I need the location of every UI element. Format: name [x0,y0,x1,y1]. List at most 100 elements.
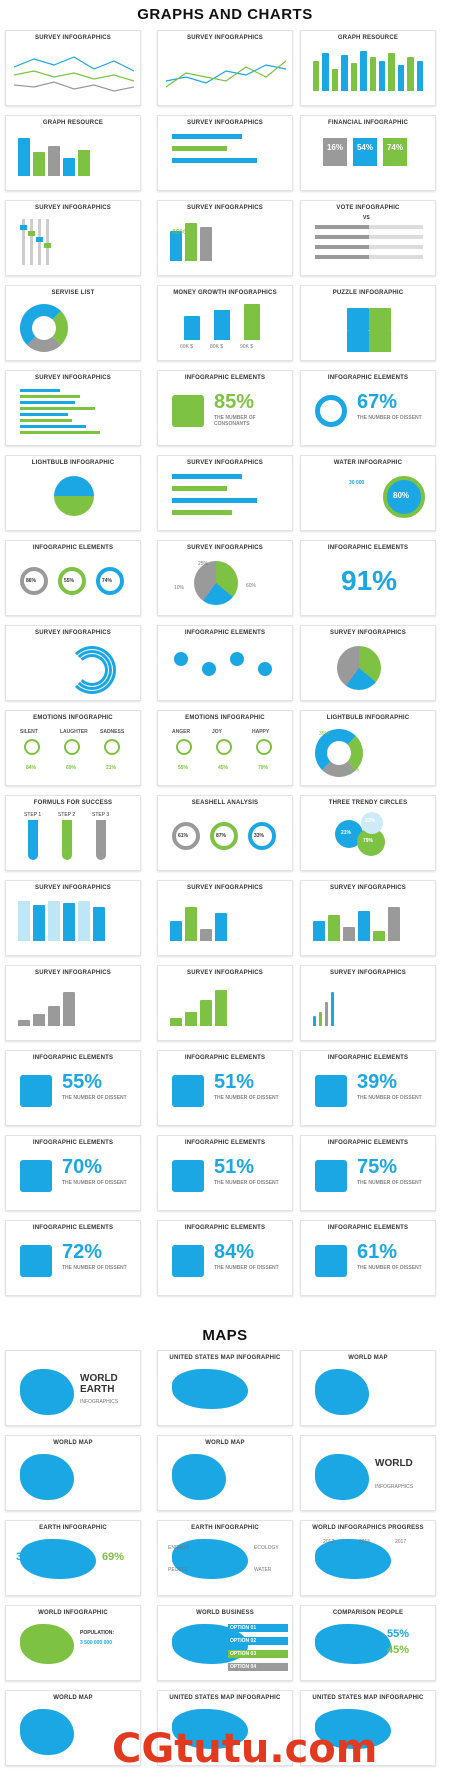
map-shape [315,1369,369,1415]
pie-value: 25% [198,561,209,567]
bar [48,146,60,176]
emotion-face [176,739,192,755]
bar [343,927,355,941]
coin-label: 60K $ [180,344,194,350]
infographic-card: SURVEY INFOGRAPHICS [5,30,141,106]
bar-group [18,982,128,1026]
horizontal-bar [172,146,227,151]
emotion-value: 69% [66,765,77,771]
card-title: PUZZLE INFOGRAPHIC [332,290,404,296]
card-title: LIGHTBULB INFOGRAPHIC [326,715,410,721]
horizontal-bar [172,134,242,139]
stat-row: 16% 54% 74% [323,138,407,166]
map-shape [172,1539,248,1579]
test-tube [62,820,72,860]
card-title: INFOGRAPHIC ELEMENTS [184,1055,266,1061]
infographic-card: WORLD INFOGRAPHIC POPULATION: 3 500 000 00… [5,1605,141,1681]
infographic-card: INFOGRAPHIC ELEMENTS 39% THE NUMBER OF DIS… [300,1050,436,1126]
year-label: 2015 [359,1539,371,1545]
infographic-card: WORLD INFOGRAPHICS PROGRESS 2013 2015 2017 [300,1520,436,1596]
series-line [14,81,134,92]
map-headline: WORLD EARTH [80,1373,118,1395]
map-shape [172,1369,248,1409]
card-title: EMOTIONS INFOGRAPHIC [33,715,113,721]
infographic-card: SURVEY INFOGRAPHICS 60% [157,200,293,276]
card-title: SURVEY INFOGRAPHICS [35,35,111,41]
infographic-card: PUZZLE INFOGRAPHIC [300,285,436,361]
bar-group [313,47,424,91]
horizontal-bar [20,395,80,398]
bulb-shape [54,476,94,516]
bar [313,1016,316,1026]
emotion-label: SILENT [20,729,38,735]
infographic-card: SURVEY INFOGRAPHICS [300,965,436,1041]
emotion-face [104,739,120,755]
map-shape [315,1709,391,1749]
fuel-icon [20,1160,52,1192]
bar [360,51,367,91]
vote-bar [315,235,423,239]
pie-chart [194,561,238,605]
percent-value: 51% [214,1156,255,1178]
infographic-card: WORLD INFOGRAPHICS [300,1435,436,1511]
bar [319,1012,322,1026]
percent-value: 55% [62,1071,103,1093]
map-shape [315,1539,391,1579]
infographic-card: INFOGRAPHIC ELEMENTS 51% THE NUMBER OF DIS… [157,1135,293,1211]
puzzle-piece [347,308,369,330]
option-tag: OPTION 03 [228,1650,288,1658]
watermark-logo: CGtutu.com [112,1726,378,1772]
infographic-card: SURVEY INFOGRAPHICS [5,880,141,956]
card-title: INFOGRAPHIC ELEMENTS [184,1140,266,1146]
map-shape [315,1454,369,1500]
bar [63,992,75,1026]
year-label: 2013 [323,1539,335,1545]
infographic-card: LIGHTBULB INFOGRAPHIC [5,455,141,531]
emotion-label: SADNESS [100,729,125,735]
infographic-card: SURVEY INFOGRAPHICS [5,625,141,701]
circle-value: 21% [341,830,352,836]
water-ring [383,476,425,518]
bar [378,61,386,91]
checkmark-icon [172,395,204,427]
bar [313,921,325,941]
emotion-face [24,739,40,755]
flask-icon [172,1075,204,1107]
bar-group [313,897,423,941]
slider-knob [20,225,27,230]
map-shape [20,1539,96,1579]
card-title: LIGHTBULB INFOGRAPHIC [31,460,115,466]
infographic-card: WORLD EARTH INFOGRAPHICS [5,1350,141,1426]
slider-knob [36,237,43,242]
card-title: WORLD BUSINESS [196,1610,254,1616]
infographic-card: WORLD BUSINESS OPTION 01 OPTION 02 OPTION 0… [157,1605,293,1681]
infographic-card: VOTE INFOGRAPHIC VS [300,200,436,276]
bar [369,57,376,91]
bar [200,1000,212,1026]
card-title: COMPARISON PEOPLE [332,1610,404,1616]
percent-caption: THE NUMBER OF DISSENT [357,1180,422,1186]
bar [33,152,45,176]
infographic-card: INFOGRAPHIC ELEMENTS 61% THE NUMBER OF DIS… [300,1220,436,1296]
bar [373,931,385,941]
card-title: WORLD MAP [53,1695,93,1701]
icon-circle [202,662,216,676]
card-title: SURVEY INFOGRAPHICS [187,545,263,551]
ring-value: 74% [102,578,113,584]
percent-caption: THE NUMBER OF DISSENT [214,1095,279,1101]
emotion-value: 21% [106,765,117,771]
bulb-icon [172,1160,204,1192]
map-value: 55% [387,1628,410,1640]
battery-icon [315,1245,347,1277]
map-shape [20,1624,74,1664]
progress-ring [58,567,86,595]
infographic-card: INFOGRAPHIC ELEMENTS 72% THE NUMBER OF DIS… [5,1220,141,1296]
map-shape [20,1369,74,1415]
card-title: SURVEY INFOGRAPHICS [187,970,263,976]
arc-ring [76,654,108,686]
infographic-card: LIGHTBULB INFOGRAPHIC 35% 50% [300,710,436,786]
vote-bar [315,245,423,249]
percent-caption: THE NUMBER OF DISSENT [62,1265,127,1271]
horizontal-bar [20,401,75,404]
card-title: WORLD MAP [53,1440,93,1446]
